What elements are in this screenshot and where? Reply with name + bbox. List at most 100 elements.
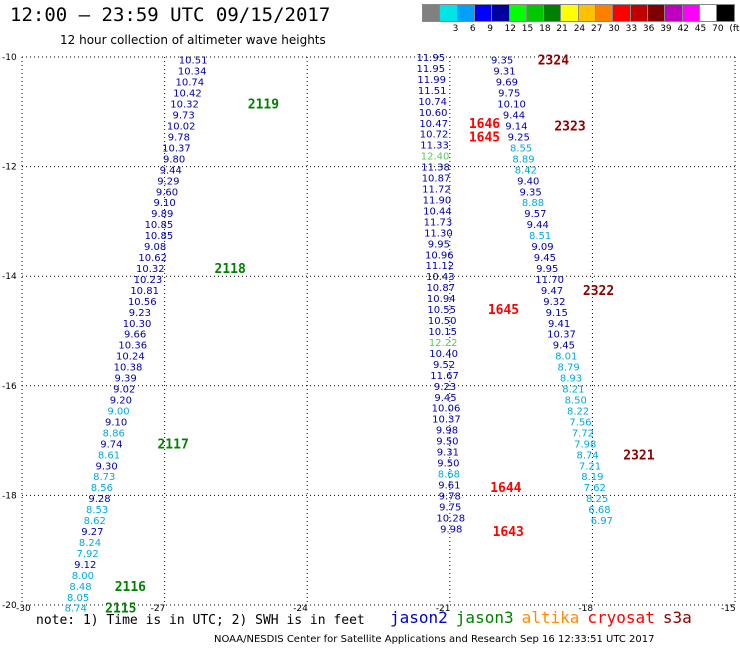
data-point-jason2: 11.33	[420, 141, 449, 152]
data-point-s3a: 8.22	[567, 406, 589, 417]
data-point-jason2: 10.43	[426, 272, 455, 283]
y-tick-label: -14	[2, 272, 17, 282]
chart-subtitle: 12 hour collection of altimeter wave hei…	[60, 33, 326, 47]
data-point-jason3: 8.56	[91, 483, 113, 494]
data-point-jason2: 10.55	[427, 305, 456, 316]
data-point-jason2: 9.95	[428, 239, 450, 250]
data-point-jason3: 10.37	[162, 143, 191, 154]
time-annotation: 1645	[488, 303, 519, 318]
footer-note: note: 1) Time is in UTC; 2) SWH is in fe…	[36, 613, 365, 628]
time-annotation: 2116	[115, 580, 146, 595]
data-point-jason2: 10.37	[432, 415, 461, 426]
data-point-s3a: 9.09	[531, 242, 553, 253]
data-point-jason3: 10.02	[167, 122, 196, 133]
data-point-s3a: 9.32	[543, 297, 565, 308]
data-point-s3a: 8.51	[529, 231, 551, 242]
y-tick-label: -20	[2, 601, 17, 611]
data-point-s3a: 8.79	[558, 363, 580, 374]
data-point-jason3: 9.12	[74, 560, 96, 571]
data-point-jason2: 9.98	[436, 426, 458, 437]
data-point-s3a: 9.40	[517, 176, 539, 187]
data-point-jason2: 10.40	[429, 349, 458, 360]
data-point-jason3: 10.30	[123, 319, 152, 330]
data-point-jason3: 9.39	[114, 374, 136, 385]
data-point-jason3: 8.61	[98, 450, 120, 461]
data-point-jason2: 9.75	[439, 502, 461, 513]
data-point-jason3: 10.36	[118, 341, 147, 352]
data-point-jason3: 9.10	[153, 198, 175, 209]
data-point-jason2: 10.94	[427, 294, 456, 305]
x-tick-label: -24	[293, 604, 308, 614]
data-point-s3a: 8.01	[555, 352, 577, 363]
data-point-s3a: 8.25	[586, 494, 608, 505]
data-point-s3a: 9.75	[498, 89, 520, 100]
data-point-jason2: 9.23	[434, 382, 456, 393]
data-point-jason2: 11.51	[418, 86, 447, 97]
x-tick-label: -18	[578, 604, 593, 614]
data-point-jason3: 10.85	[145, 231, 174, 242]
time-annotation: 2323	[554, 120, 585, 135]
data-point-s3a: 11.70	[535, 275, 564, 286]
y-tick-label: -12	[2, 163, 17, 173]
legend-label: 3	[452, 24, 459, 34]
satellite-name-altika: altika	[521, 608, 580, 627]
data-point-s3a: 8.50	[565, 396, 587, 407]
time-annotation: 1645	[469, 130, 500, 145]
data-point-s3a: 9.35	[491, 56, 513, 67]
legend-label: 9	[487, 24, 493, 34]
data-point-jason3: 9.30	[95, 461, 117, 472]
data-point-jason2: 10.50	[428, 316, 457, 327]
data-point-s3a: 9.14	[505, 122, 527, 133]
y-tick-label: -16	[2, 382, 17, 392]
data-point-jason3: 10.85	[145, 220, 174, 231]
data-point-jason2: 11.30	[424, 228, 453, 239]
data-point-jason3: 9.27	[81, 527, 103, 538]
data-point-s3a: 10.10	[497, 100, 526, 111]
data-point-s3a: 8.93	[560, 374, 582, 385]
legend-label: 24	[573, 24, 586, 34]
data-point-s3a: 9.45	[553, 341, 575, 352]
x-tick-label: -15	[721, 604, 736, 614]
data-point-jason3: 10.81	[130, 286, 159, 297]
data-point-jason3: 8.73	[93, 472, 115, 483]
data-point-s3a: 7.21	[579, 461, 601, 472]
data-point-jason3: 10.32	[136, 264, 165, 275]
legend-label: 6	[469, 24, 476, 34]
data-point-jason3: 9.28	[88, 494, 110, 505]
legend-label: 21	[556, 24, 568, 34]
data-point-jason3: 9.29	[157, 176, 179, 187]
data-point-s3a: 8.55	[510, 143, 532, 154]
data-point-jason2: 9.50	[437, 459, 459, 470]
legend-label: 70	[712, 24, 724, 34]
data-point-s3a: 9.44	[527, 220, 549, 231]
data-point-jason2: 10.28	[436, 513, 465, 524]
data-point-jason3: 10.62	[138, 253, 167, 264]
data-point-jason3: 8.53	[86, 505, 108, 516]
data-point-jason2: 11.72	[422, 185, 451, 196]
data-point-jason2: 9.31	[437, 448, 459, 459]
data-point-s3a: 7.72	[572, 428, 594, 439]
data-point-jason2: 9.45	[434, 393, 456, 404]
data-point-s3a: 10.37	[547, 330, 576, 341]
data-point-jason3: 8.62	[84, 516, 106, 527]
legend-label: 12	[504, 24, 516, 34]
y-tick-label: -18	[2, 491, 17, 501]
data-point-jason3: 10.32	[170, 100, 199, 111]
data-point-s3a: 7.98	[574, 439, 596, 450]
data-point-jason2: 10.87	[422, 174, 451, 185]
data-point-jason2: 10.47	[419, 119, 448, 130]
time-annotation: 2324	[538, 54, 569, 69]
time-annotation: 2322	[583, 284, 614, 299]
data-point-s3a: 9.35	[519, 187, 541, 198]
data-point-jason3: 8.00	[72, 571, 94, 582]
data-point-jason3: 9.02	[113, 385, 135, 396]
data-point-jason3: 8.05	[67, 593, 89, 604]
data-point-jason3: 9.44	[160, 165, 182, 176]
data-point-jason3: 9.66	[124, 330, 146, 341]
data-point-jason3: 10.38	[114, 363, 143, 374]
data-point-jason3: 10.51	[179, 56, 208, 67]
data-point-jason3: 9.74	[100, 439, 122, 450]
data-point-jason2: 11.95	[416, 53, 445, 64]
legend-label: 30	[608, 24, 620, 34]
